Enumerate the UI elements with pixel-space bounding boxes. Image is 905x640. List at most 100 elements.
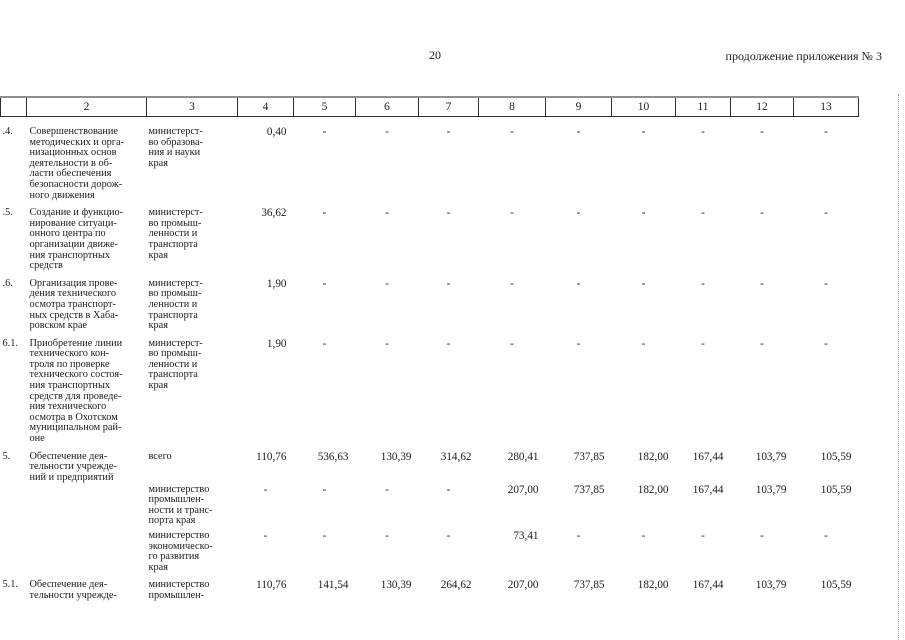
page-number: 20 [429,48,441,62]
column-header: 2 [26,96,147,117]
column-header: 7 [418,96,479,117]
table-row: 5. Обеспечение дея- тельности учрежде- ни… [1,445,859,483]
value-cell: 314,62 [440,450,472,463]
value-dash: - [446,483,451,496]
value-dash: - [322,337,327,350]
value-dash: - [446,126,451,138]
value-dash: - [641,126,646,138]
value-dash: - [760,126,764,138]
value-dash: - [576,207,581,220]
value-dash: - [824,126,828,138]
value-dash: - [446,530,451,542]
value-dash: - [385,207,389,220]
value-dash: - [824,277,828,290]
value-dash: - [641,207,646,220]
executor-name: министерство экономическо- го развития к… [148,530,213,573]
value-dash: - [263,483,268,496]
table-header: 2 3 4 5 6 7 8 9 10 11 12 13 [0,96,859,117]
column-header: 5 [293,96,356,117]
table-row: 6.1. Приобретение линии технического кон-… [1,332,859,445]
value-cell: 1,90 [266,277,287,290]
value-dash: - [385,126,389,138]
value-dash: - [510,337,514,350]
value-dash: - [701,530,705,542]
value-cell: 130,39 [380,579,412,592]
value-dash: - [385,277,389,290]
value-cell: 207,00 [507,579,539,592]
value-dash: - [760,337,764,350]
value-dash: - [701,337,705,350]
value-dash: - [824,530,828,542]
value-dash: - [446,337,451,350]
column-header: 10 [611,96,676,117]
value-dash: - [760,207,764,220]
value-cell: 167,44 [692,450,724,463]
value-cell: 737,85 [573,579,605,592]
value-dash: - [701,207,705,220]
value-dash: - [576,277,581,290]
value-dash: - [385,483,389,496]
value-cell: 182,00 [637,450,669,463]
value-cell: 110,76 [256,450,287,463]
executor-name: министерст- во промыш- ленности и трансп… [148,277,203,332]
continuation-note: продолжение приложения № 3 [725,49,882,63]
value-dash: - [641,277,646,290]
measure-name: Приобретение линии технического кон- тро… [29,337,123,445]
value-dash: - [322,126,327,138]
value-dash: - [446,207,451,220]
column-header-row: 2 3 4 5 6 7 8 9 10 11 12 13 [0,96,859,117]
value-dash: - [760,530,764,542]
table-subrow: министерство промышлен- ности и транс- п… [1,481,859,527]
executor-name: министерство промышлен- [148,579,210,601]
value-dash: - [824,207,828,220]
value-dash: - [824,337,828,350]
value-dash: - [446,277,451,290]
measure-name: Создание и функцио- нирование ситуаци- о… [29,207,124,272]
measure-name: Совершенствование методических и орга- н… [29,126,124,201]
value-dash: - [322,277,327,290]
value-dash: - [701,277,705,290]
value-cell: 737,85 [573,450,605,463]
row-number: 6.1. [2,337,18,349]
column-header [0,96,27,117]
value-dash: - [322,207,327,220]
value-cell: 207,00 [507,483,539,496]
value-cell: 167,44 [692,483,724,496]
row-number: .4. [2,126,13,137]
table-subrow: министерство экономическо- го развития к… [1,527,859,573]
value-cell: 36,62 [261,207,287,220]
row-number: 5. [2,450,11,462]
row-number: .5. [2,207,13,219]
value-cell: 182,00 [637,483,669,496]
value-cell: 73,41 [513,530,539,542]
value-dash: - [385,530,389,542]
value-cell: 737,85 [573,483,605,496]
value-cell: 0,40 [266,126,287,138]
table-row: .4. Совершенствование методических и орга… [1,117,859,202]
value-dash: - [510,126,514,138]
value-dash: - [641,337,646,350]
value-dash: - [510,277,514,290]
value-cell: 182,00 [637,579,669,592]
value-dash: - [322,530,327,542]
value-dash: - [263,530,268,542]
value-cell: 103,79 [755,579,787,592]
column-header: 3 [146,96,238,117]
executor-name: всего [148,450,172,462]
value-dash: - [576,337,581,350]
column-header: 8 [478,96,546,117]
executor-name: министерст- во промыш- ленности и трансп… [148,337,203,392]
column-header: 13 [793,96,859,117]
table-row: 5.1. Обеспечение дея- тельности учрежде-м… [1,573,859,601]
executor-name: министерст- во промыш- ленности и трансп… [148,207,203,261]
value-dash: - [576,530,581,542]
value-cell: 105,59 [820,579,852,592]
table-row: .6. Организация прове- дения технического… [1,272,859,332]
table-body: .4. Совершенствование методических и орга… [1,117,859,602]
column-header: 9 [545,96,612,117]
value-dash: - [385,337,389,350]
value-cell: 103,79 [755,483,787,496]
column-header: 6 [355,96,419,117]
table-row: .5. Создание и функцио- нирование ситуаци… [1,201,859,272]
